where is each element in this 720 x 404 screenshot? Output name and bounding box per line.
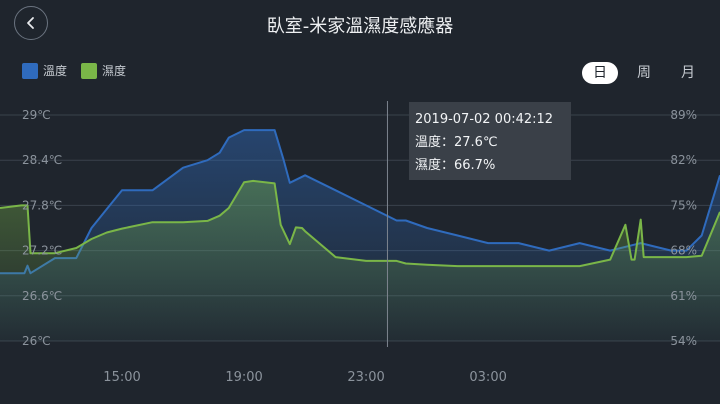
tab-day[interactable]: 日 — [582, 62, 618, 84]
chevron-left-icon — [27, 17, 34, 29]
y-right-tick-label: 89% — [670, 108, 697, 122]
y-right-tick-label: 61% — [670, 289, 697, 303]
y-left-tick-label: 26.6℃ — [22, 289, 62, 303]
tab-month[interactable]: 月 — [681, 65, 695, 81]
y-right-tick-label: 82% — [670, 153, 697, 167]
series-line-humidity — [0, 179, 720, 268]
y-right-tick-label: 54% — [670, 334, 697, 348]
legend-item-humidity[interactable]: 濕度 — [81, 62, 126, 79]
y-right-tick-label: 75% — [670, 198, 697, 212]
tooltip-time: 2019-07-02 00:42:12 — [415, 112, 554, 127]
y-left-tick-label: 27.8℃ — [22, 198, 62, 212]
tab-week[interactable]: 周 — [637, 65, 651, 81]
y-right-tick-label: 68% — [670, 244, 697, 258]
y-left-tick-label: 29℃ — [22, 108, 51, 122]
time-range-tabs: 日 周 月 — [574, 62, 706, 84]
chart-tooltip: 2019-07-02 00:42:12 溫度：27.6℃ 濕度：66.7% — [409, 102, 571, 180]
legend-label-temperature: 溫度 — [43, 64, 68, 78]
back-button[interactable] — [14, 6, 48, 40]
x-tick-label: 03:00 — [469, 370, 506, 385]
y-left-tick-label: 26℃ — [22, 334, 51, 348]
series-line-temperature — [0, 129, 720, 275]
x-tick-label: 23:00 — [347, 370, 384, 385]
tooltip-temperature: 溫度：27.6℃ — [415, 135, 498, 150]
x-tick-label: 19:00 — [225, 370, 262, 385]
tooltip-humidity: 濕度：66.7% — [415, 158, 496, 173]
legend-item-temperature[interactable]: 溫度 — [22, 62, 67, 79]
y-left-tick-label: 27.2℃ — [22, 244, 62, 258]
legend-swatch-humidity — [81, 62, 98, 79]
temperature-humidity-chart[interactable]: 29℃ 28.4℃ 27.8℃ 27.2℃ 26.6℃ 26℃ 89% 82% 75% 68% 61… — [0, 95, 720, 404]
legend-swatch-temperature — [22, 62, 38, 79]
legend-label-humidity: 濕度 — [102, 64, 127, 78]
x-tick-label: 15:00 — [103, 370, 140, 385]
y-left-tick-label: 28.4℃ — [22, 153, 62, 167]
chart-legend: 溫度 濕度 — [22, 62, 140, 79]
page-title: 臥室-米家溫濕度感應器 — [266, 16, 454, 37]
